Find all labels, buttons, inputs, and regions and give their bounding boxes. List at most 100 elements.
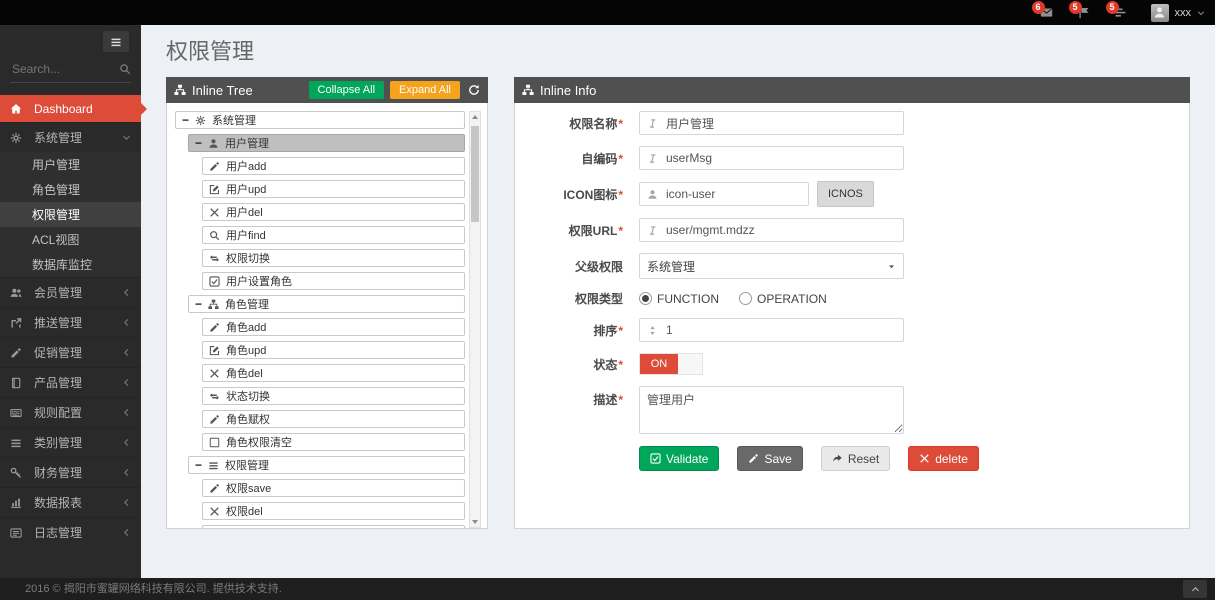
tree-item[interactable]: 角色add [202, 318, 465, 336]
tree-item[interactable]: 用户设置角色 [202, 272, 465, 290]
tree-item[interactable]: 用户upd [202, 180, 465, 198]
radio-label: OPERATION [757, 291, 827, 306]
tree-item[interactable]: − 系统管理 [175, 111, 465, 129]
sidebar-item-label: 规则配置 [34, 406, 83, 420]
status-toggle[interactable]: ON [639, 353, 703, 375]
tree-item-label: 用户add [226, 161, 267, 173]
tree-item[interactable]: − 权限管理 [188, 456, 465, 474]
sidebar-item-日志管理[interactable]: 日志管理 [0, 517, 141, 547]
tree-item-label: 用户管理 [225, 138, 270, 150]
notification-group: 6 5 5 [1031, 1, 1127, 19]
icon-input[interactable] [666, 187, 801, 201]
submenu-item-用户管理[interactable]: 用户管理 [32, 158, 81, 172]
desc-textarea[interactable] [639, 386, 904, 434]
parent-form-row: 父级权限 系统管理 [515, 253, 1189, 279]
sidebar-item-促销管理[interactable]: 促销管理 [0, 337, 141, 367]
newspaper-icon [10, 407, 27, 419]
chevron-left-icon [122, 318, 131, 327]
radio-option-OPERATION[interactable]: OPERATION [739, 292, 827, 306]
pencil-icon [10, 347, 27, 359]
reset-button[interactable]: Reset [820, 446, 891, 471]
collapse-all-button[interactable]: Collapse All [308, 81, 385, 99]
scroll-up-arrow[interactable] [470, 112, 480, 122]
pencil-icon [209, 414, 220, 425]
refresh-button[interactable] [468, 84, 480, 96]
sidebar-item-规则配置[interactable]: 规则配置 [0, 397, 141, 427]
submenu-item-角色管理[interactable]: 角色管理 [32, 183, 81, 197]
collapse-toggle[interactable]: − [182, 113, 190, 127]
tree-item[interactable]: − 用户管理 [188, 134, 465, 152]
close-icon [209, 207, 220, 218]
envelope-nav-item[interactable]: 6 [1031, 1, 1053, 19]
scroll-down-arrow[interactable] [470, 517, 480, 527]
sidebar-toggle-button[interactable] [103, 31, 129, 52]
pencil-icon [209, 483, 220, 494]
parent-select[interactable]: 系统管理 [639, 253, 904, 279]
close-icon [209, 506, 220, 517]
flag-nav-item[interactable]: 5 [1068, 1, 1090, 19]
inline-tree-header: Inline Tree Collapse All Expand All [166, 77, 488, 103]
type-form-row: 权限类型 FUNCTION OPERATION [515, 290, 1189, 307]
tree-item[interactable]: − 角色管理 [188, 295, 465, 313]
sidebar-item-Dashboard[interactable]: Dashboard [0, 95, 147, 122]
back-to-top-button[interactable] [1183, 580, 1207, 598]
collapse-toggle[interactable]: − [195, 297, 203, 311]
tree-item-label: 提交校验 [226, 526, 270, 528]
expand-all-button[interactable]: Expand All [390, 81, 460, 99]
search-input[interactable] [10, 61, 119, 77]
sidebar-item-label: 类别管理 [34, 436, 83, 450]
tree-item[interactable]: 状态切换 [202, 387, 465, 405]
close-icon [919, 453, 930, 464]
tree-item[interactable]: 用户find [202, 226, 465, 244]
notification-badge: 5 [1105, 1, 1119, 14]
tree-item[interactable]: 角色赋权 [202, 410, 465, 428]
sidebar-item-数据报表[interactable]: 数据报表 [0, 487, 141, 517]
sidebar-item-系统管理[interactable]: 系统管理 [0, 122, 141, 152]
tree-scrollbar[interactable] [469, 111, 481, 528]
icnos-button[interactable]: ICNOS [817, 181, 874, 207]
perm-name-input[interactable] [666, 116, 896, 130]
sidebar-item-会员管理[interactable]: 会员管理 [0, 277, 141, 307]
submenu-item-权限管理[interactable]: 权限管理 [0, 202, 141, 227]
tree-item[interactable]: 提交校验 [202, 525, 465, 528]
inline-tree-panel: Inline Tree Collapse All Expand All − 系统管… [166, 77, 488, 529]
sidebar-item-财务管理[interactable]: 财务管理 [0, 457, 141, 487]
required-asterisk: * [618, 151, 623, 166]
code-field [639, 146, 904, 170]
code-input[interactable] [666, 151, 896, 165]
tree-item[interactable]: 用户del [202, 203, 465, 221]
edit-icon [209, 184, 220, 195]
validate-button[interactable]: Validate [639, 446, 720, 471]
save-button[interactable]: Save [737, 446, 803, 471]
tree-item[interactable]: 权限切换 [202, 249, 465, 267]
sidebar-item-产品管理[interactable]: 产品管理 [0, 367, 141, 397]
tree-item[interactable]: 角色del [202, 364, 465, 382]
toggle-on-label: ON [640, 354, 678, 374]
collapse-toggle[interactable]: − [195, 136, 203, 150]
tree-item[interactable]: 权限del [202, 502, 465, 520]
sort-input[interactable] [666, 323, 896, 337]
submenu-item-数据库监控[interactable]: 数据库监控 [32, 258, 93, 272]
submenu-item-ACL视图[interactable]: ACL视图 [32, 233, 80, 247]
gears-icon [195, 115, 206, 126]
delete-button[interactable]: delete [908, 446, 979, 471]
url-field [639, 218, 904, 242]
status-field: ON [639, 353, 703, 375]
tasks-nav-item[interactable]: 5 [1105, 1, 1127, 19]
collapse-toggle[interactable]: − [195, 458, 203, 472]
tree-item[interactable]: 权限save [202, 479, 465, 497]
desc-label: 描述* [593, 393, 623, 407]
sidebar-item-类别管理[interactable]: 类别管理 [0, 427, 141, 457]
tree-item[interactable]: 角色权限清空 [202, 433, 465, 451]
chevron-down-icon [1197, 9, 1205, 17]
perm-name-label: 权限名称* [569, 116, 623, 131]
tree-item[interactable]: 角色upd [202, 341, 465, 359]
magnifier-icon [209, 230, 220, 241]
tree-item[interactable]: 用户add [202, 157, 465, 175]
scrollbar-thumb[interactable] [471, 126, 479, 222]
user-menu[interactable]: xxx [1150, 3, 1206, 22]
sidebar-item-推送管理[interactable]: 推送管理 [0, 307, 141, 337]
code-form-row: 自编码* [515, 146, 1189, 170]
radio-option-FUNCTION[interactable]: FUNCTION [639, 292, 719, 306]
url-input[interactable] [666, 223, 896, 237]
